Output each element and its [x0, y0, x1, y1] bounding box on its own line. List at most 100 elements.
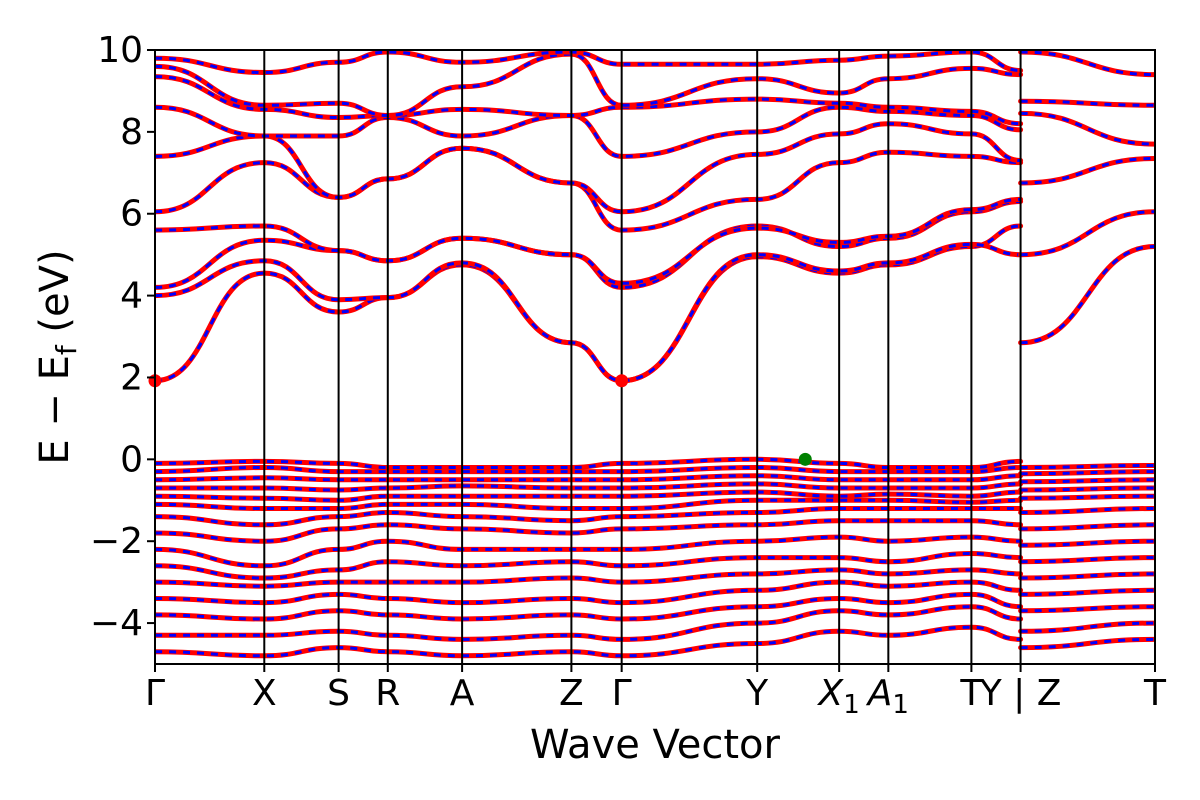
valence-band-tail-11-blue-dashed	[1020, 605, 1155, 613]
conduction-band-tail-0-blue-dashed	[1020, 245, 1155, 345]
y-axis-title: E − Ef (eV)	[32, 249, 83, 464]
valence-band-3	[155, 481, 1024, 493]
valence-band-tail-7	[1018, 538, 1155, 548]
x-tick-label-5: Z	[559, 673, 584, 714]
conduction-band-tail-0	[1018, 244, 1155, 346]
y-tick-label-6: 8	[120, 112, 143, 153]
x-tick-label-sub-9: 1	[892, 690, 909, 720]
conduction-band-7	[155, 74, 1024, 127]
y-tick-label-2: 0	[120, 439, 143, 480]
plot-frame	[154, 49, 1156, 665]
valence-band-9-blue-dashed	[155, 551, 1021, 580]
valence-band-tail-3-blue-dashed	[1020, 486, 1155, 492]
conduction-band-tail-3	[1018, 110, 1155, 147]
band-edge-markers	[148, 374, 812, 466]
conduction-band-7-red	[155, 74, 1024, 127]
conduction-band-tail-5-red	[1018, 50, 1155, 78]
conduction-band-tail-5-blue-dashed	[1020, 50, 1155, 77]
valence-band-tail-9	[1018, 571, 1155, 581]
valence-band-tail-5	[1018, 506, 1155, 515]
bands-layer	[155, 50, 1155, 659]
y-tick-label-1: −2	[90, 521, 143, 562]
x-tick-label-6: Γ	[612, 673, 632, 714]
valence-band-tail-0	[1018, 463, 1155, 470]
conduction-band-8-blue-dashed	[155, 52, 1021, 118]
x-tick-label-1: X	[252, 673, 277, 714]
x-axis-title: Wave Vector	[530, 722, 781, 768]
valence-band-14-red	[155, 624, 1024, 659]
conduction-band-1	[155, 241, 1024, 384]
valence-band-tail-10-blue-dashed	[1020, 588, 1155, 596]
conduction-band-tail-2-blue-dashed	[1020, 157, 1155, 185]
conduction-band-tail-2	[1018, 156, 1155, 186]
x-tick-label-0: Γ	[145, 673, 165, 714]
conduction-band-0-blue-dashed	[155, 224, 1021, 383]
valence-band-tail-4-blue-dashed	[1020, 494, 1155, 500]
x-tick-label-3: R	[375, 673, 400, 714]
conduction-band-tail-4	[1018, 98, 1155, 108]
y-tick-label-7: 10	[97, 30, 143, 71]
conduction-band-2-red	[155, 199, 1024, 290]
x-tick-label-sub-8: 1	[843, 690, 860, 720]
conduction-band-0	[155, 223, 1024, 384]
conduction-band-9-blue-dashed	[155, 50, 1021, 75]
valence-band-tail-1	[1018, 469, 1155, 477]
x-tick-label-12: T	[1143, 673, 1167, 714]
valence-band-tail-8	[1018, 555, 1155, 565]
valence-band-tail-13	[1018, 636, 1155, 651]
conduction-band-tail-2-red	[1018, 156, 1155, 186]
valence-band-tail-9-blue-dashed	[1020, 572, 1155, 580]
y-axis-title-subscript: f	[50, 344, 83, 355]
y-tick-label-5: 6	[120, 194, 143, 235]
valence-band-tail-7-blue-dashed	[1020, 539, 1155, 547]
x-tick-label-main-8: X	[817, 673, 845, 714]
valence-band-tail-4	[1018, 493, 1155, 501]
y-axis-title-main: E − E	[32, 355, 78, 465]
conduction-band-4-blue-dashed	[155, 146, 1021, 232]
conduction-band-9	[155, 50, 1024, 76]
x-tick-label-7: Y	[745, 673, 769, 714]
conduction-band-tail-3-red	[1018, 110, 1155, 147]
conduction-band-tail-1	[1018, 209, 1155, 258]
y-tick-label-4: 4	[120, 276, 143, 317]
x-tick-label-9: A1	[866, 673, 909, 720]
high-symmetry-lines	[263, 50, 1022, 664]
valence-band-8-blue-dashed	[155, 535, 1021, 568]
conduction-band-minimum-marker-1	[615, 374, 629, 388]
valence-band-tail-10	[1018, 587, 1155, 597]
conduction-band-1-red	[155, 241, 1024, 384]
valence-band-tail-13-blue-dashed	[1020, 637, 1155, 650]
conduction-band-0-red	[155, 223, 1024, 384]
conduction-band-tail-5	[1018, 50, 1155, 78]
valence-band-tail-5-blue-dashed	[1020, 507, 1155, 514]
conduction-band-2	[155, 199, 1024, 290]
x-tick-label-4: A	[450, 673, 475, 714]
valence-band-2	[155, 473, 1024, 483]
y-axis-ticks: −4 −2 0 2 4 6 8 10	[90, 30, 155, 644]
valence-band-tail-11	[1018, 604, 1155, 614]
y-tick-label-3: 2	[120, 357, 143, 398]
conduction-band-7-blue-dashed	[155, 75, 1021, 126]
valence-band-tail-6-blue-dashed	[1020, 523, 1155, 531]
conduction-band-tail-4-blue-dashed	[1020, 99, 1155, 107]
valence-band-6-blue-dashed	[155, 506, 1021, 527]
valence-band-tail-3	[1018, 485, 1155, 493]
y-tick-label-0: −4	[90, 603, 143, 644]
conduction-band-tail-1-blue-dashed	[1020, 210, 1155, 257]
x-tick-label-main-9: A	[866, 673, 893, 714]
valence-band-tail-8-blue-dashed	[1020, 556, 1155, 564]
x-tick-label-11: Y | Z	[979, 673, 1062, 714]
valence-band-tail-1-blue-dashed	[1020, 470, 1155, 476]
valence-band-14	[155, 624, 1024, 659]
valence-band-tail-0-blue-dashed	[1020, 464, 1155, 469]
valence-band-tail-6	[1018, 522, 1155, 532]
conduction-band-2-blue-dashed	[155, 200, 1021, 289]
valence-band-tail-12	[1018, 620, 1155, 634]
x-tick-label-2: S	[327, 673, 350, 714]
valence-band-tail-2	[1018, 477, 1155, 485]
valence-band-tail-12-blue-dashed	[1020, 621, 1155, 633]
valence-band-maximum-marker-2	[798, 452, 812, 466]
conduction-band-tail-3-blue-dashed	[1020, 111, 1155, 146]
